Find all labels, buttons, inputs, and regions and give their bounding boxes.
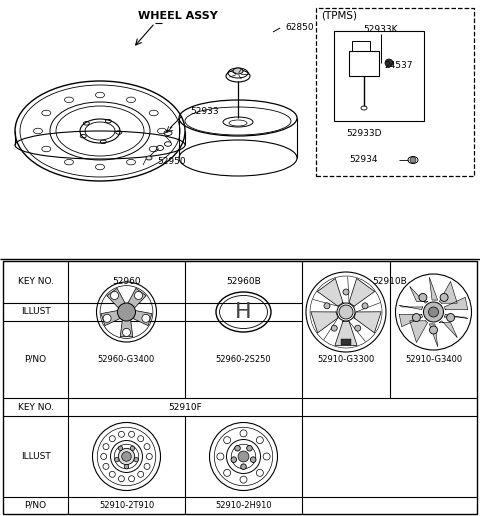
- Polygon shape: [399, 305, 422, 310]
- Circle shape: [423, 302, 444, 322]
- Circle shape: [115, 458, 119, 462]
- Circle shape: [235, 445, 240, 451]
- Text: 52960B: 52960B: [226, 278, 261, 286]
- Bar: [341, 339, 351, 345]
- Bar: [316, 8, 474, 176]
- Text: 52960-2S250: 52960-2S250: [216, 355, 271, 364]
- Polygon shape: [101, 310, 121, 326]
- Bar: [352, 41, 370, 51]
- Text: 52933D: 52933D: [346, 128, 382, 137]
- Bar: [334, 31, 424, 121]
- Circle shape: [429, 307, 439, 317]
- Text: 52910B: 52910B: [372, 278, 407, 286]
- Text: 52933: 52933: [190, 106, 218, 116]
- Polygon shape: [127, 288, 146, 309]
- Text: P/NO: P/NO: [24, 501, 47, 510]
- Circle shape: [122, 452, 131, 461]
- Text: KEY NO.: KEY NO.: [17, 278, 53, 286]
- Circle shape: [412, 314, 420, 321]
- Text: 52910-G3400: 52910-G3400: [405, 355, 462, 364]
- Circle shape: [122, 328, 131, 336]
- Circle shape: [362, 303, 368, 309]
- Polygon shape: [317, 279, 343, 306]
- Text: ILLUST: ILLUST: [21, 308, 50, 316]
- Circle shape: [134, 458, 138, 462]
- Circle shape: [124, 464, 129, 469]
- Circle shape: [134, 292, 143, 299]
- Circle shape: [331, 325, 337, 331]
- Circle shape: [130, 446, 135, 450]
- Text: P/NO: P/NO: [24, 355, 47, 364]
- Circle shape: [142, 314, 150, 322]
- Text: KEY NO.: KEY NO.: [17, 402, 53, 411]
- Text: 52950: 52950: [158, 156, 186, 166]
- Text: 24537: 24537: [385, 61, 413, 71]
- Bar: [349, 51, 379, 76]
- Text: 52910-2H910: 52910-2H910: [215, 501, 272, 510]
- Text: H: H: [235, 302, 252, 322]
- Text: 52910F: 52910F: [168, 402, 202, 411]
- Polygon shape: [410, 286, 428, 303]
- Polygon shape: [410, 321, 428, 343]
- Circle shape: [339, 305, 353, 319]
- Text: ILLUST: ILLUST: [21, 452, 50, 461]
- Text: (TPMS): (TPMS): [321, 11, 357, 21]
- Text: 62850: 62850: [286, 24, 314, 33]
- Circle shape: [240, 464, 246, 470]
- Text: 52934: 52934: [350, 155, 378, 165]
- Circle shape: [355, 325, 361, 331]
- Polygon shape: [120, 319, 133, 337]
- Circle shape: [119, 448, 135, 465]
- Text: 52910-2T910: 52910-2T910: [99, 501, 154, 510]
- Circle shape: [385, 59, 393, 67]
- Text: 52960: 52960: [112, 278, 141, 286]
- Text: WHEEL ASSY: WHEEL ASSY: [138, 11, 218, 21]
- Polygon shape: [107, 288, 126, 309]
- Circle shape: [430, 326, 437, 334]
- Circle shape: [343, 289, 349, 295]
- Circle shape: [231, 457, 237, 462]
- Polygon shape: [429, 277, 438, 300]
- Text: 52910-G3300: 52910-G3300: [317, 355, 374, 364]
- Polygon shape: [439, 281, 457, 303]
- Bar: [3, 261, 477, 514]
- Polygon shape: [444, 314, 468, 319]
- Circle shape: [103, 314, 111, 322]
- Polygon shape: [335, 321, 357, 345]
- Circle shape: [324, 303, 330, 309]
- Text: 52933K: 52933K: [364, 25, 398, 35]
- Circle shape: [118, 446, 123, 450]
- Ellipse shape: [233, 68, 243, 74]
- Polygon shape: [132, 310, 152, 326]
- Polygon shape: [429, 324, 438, 347]
- Polygon shape: [354, 312, 381, 333]
- Circle shape: [247, 445, 252, 451]
- Circle shape: [446, 314, 455, 321]
- Circle shape: [251, 457, 256, 462]
- Polygon shape: [444, 297, 468, 310]
- Circle shape: [118, 303, 135, 321]
- Circle shape: [410, 157, 416, 163]
- Polygon shape: [311, 312, 338, 333]
- Circle shape: [238, 451, 249, 462]
- Circle shape: [110, 292, 119, 299]
- Polygon shape: [349, 279, 374, 306]
- Ellipse shape: [146, 156, 152, 160]
- Polygon shape: [399, 314, 422, 327]
- Polygon shape: [439, 321, 457, 337]
- Circle shape: [440, 294, 448, 301]
- Text: 52960-G3400: 52960-G3400: [98, 355, 155, 364]
- Text: H: H: [123, 308, 130, 316]
- Circle shape: [419, 294, 427, 301]
